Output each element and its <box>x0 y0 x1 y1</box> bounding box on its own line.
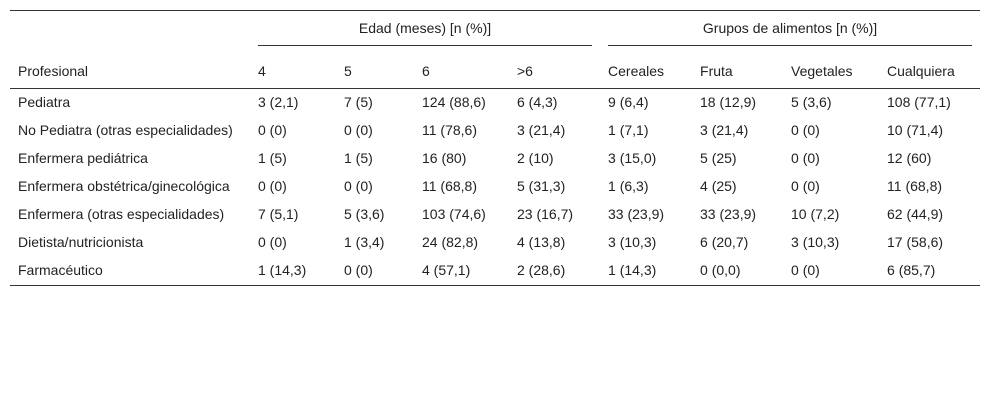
cell: 3 (10,3) <box>608 234 657 250</box>
cell: 5 (25) <box>700 150 737 166</box>
cell: 33 (23,9) <box>608 206 665 222</box>
cell: 0 (0) <box>791 178 820 194</box>
table-row: Enfermera obstétrica/ginecológica 0 (0) 0 … <box>10 173 980 201</box>
table-row: Farmacéutico 1 (14,3) 0 (0) 4 (57,1) 2 (28,6… <box>10 257 980 286</box>
cell: 0 (0) <box>791 122 820 138</box>
cell: 10 (71,4) <box>887 122 944 138</box>
table-row: Enfermera pediátrica 1 (5) 1 (5) 16 (80) 2 (… <box>10 145 980 173</box>
table-body: Pediatra 3 (2,1) 7 (5) 124 (88,6) 6 (4,3) 9 (… <box>10 89 980 286</box>
column-header: Vegetales <box>783 50 880 89</box>
column-header: 4 <box>250 50 336 89</box>
row-label: Enfermera obstétrica/ginecológica <box>18 178 230 194</box>
cell: 62 (44,9) <box>887 206 944 222</box>
cell: 0 (0) <box>791 262 820 278</box>
blank <box>10 11 250 51</box>
table-row: No Pediatra (otras especialidades) 0 (0) 0… <box>10 117 980 145</box>
cell: 108 (77,1) <box>887 94 951 110</box>
cell: 11 (68,8) <box>422 178 477 194</box>
cell: 6 (85,7) <box>887 262 936 278</box>
cell: 1 (14,3) <box>608 262 657 278</box>
cell: 6 (4,3) <box>517 94 558 110</box>
table-row: Pediatra 3 (2,1) 7 (5) 124 (88,6) 6 (4,3) 9 (… <box>10 89 980 118</box>
cell: 0 (0) <box>791 150 820 166</box>
cell: 1 (14,3) <box>258 262 307 278</box>
cell: 2 (10) <box>517 150 554 166</box>
cell: 4 (13,8) <box>517 234 566 250</box>
cell: 3 (21,4) <box>517 122 566 138</box>
table-row: Enfermera (otras especialidades) 7 (5,1) 5… <box>10 201 980 229</box>
cell: 0 (0) <box>258 122 287 138</box>
cell: 0 (0) <box>258 234 287 250</box>
group-label: Edad (meses) [n (%)] <box>258 17 593 46</box>
row-label: Dietista/nutricionista <box>18 234 144 250</box>
cell: 5 (3,6) <box>344 206 385 222</box>
cell: 17 (58,6) <box>887 234 944 250</box>
data-table: Edad (meses) [n (%)] Grupos de alimentos… <box>10 10 981 286</box>
cell: 6 (20,7) <box>700 234 749 250</box>
cell: 3 (10,3) <box>791 234 840 250</box>
group-header: Grupos de alimentos [n (%)] <box>600 11 980 51</box>
column-header: Cereales <box>600 50 693 89</box>
cell: 3 (2,1) <box>258 94 299 110</box>
table-row: Dietista/nutricionista 0 (0) 1 (3,4) 24 (82… <box>10 229 980 257</box>
cell: 9 (6,4) <box>608 94 649 110</box>
cell: 103 (74,6) <box>422 206 486 222</box>
cell: 3 (15,0) <box>608 150 657 166</box>
cell: 0 (0) <box>344 262 373 278</box>
cell: 0 (0) <box>258 178 287 194</box>
row-label: Enfermera pediátrica <box>18 150 148 166</box>
cell: 4 (57,1) <box>422 262 471 278</box>
cell: 1 (5) <box>344 150 373 166</box>
cell: 3 (21,4) <box>700 122 749 138</box>
cell: 10 (7,2) <box>791 206 840 222</box>
group-label: Grupos de alimentos [n (%)] <box>608 17 973 46</box>
cell: 11 (68,8) <box>887 178 943 194</box>
column-header: 6 <box>414 50 509 89</box>
row-label: Enfermera (otras especialidades) <box>18 206 225 222</box>
cell: 0 (0) <box>344 178 373 194</box>
column-header: Cualquiera <box>879 50 981 89</box>
cell: 2 (28,6) <box>517 262 566 278</box>
cell: 5 (31,3) <box>517 178 566 194</box>
column-header: >6 <box>509 50 601 89</box>
cell: 1 (5) <box>258 150 287 166</box>
cell: 0 (0) <box>344 122 373 138</box>
cell: 5 (3,6) <box>791 94 832 110</box>
cell: 23 (16,7) <box>517 206 574 222</box>
row-label: Pediatra <box>18 94 71 110</box>
cell: 1 (6,3) <box>608 178 649 194</box>
group-row: Edad (meses) [n (%)] Grupos de alimentos… <box>10 11 980 51</box>
cell: 12 (60) <box>887 150 932 166</box>
cell: 7 (5,1) <box>258 206 299 222</box>
column-row: Profesional 4 5 6 >6 Cereales Fruta Vegetales C… <box>10 50 981 89</box>
cell: 7 (5) <box>344 94 373 110</box>
cell: 33 (23,9) <box>700 206 757 222</box>
column-header: 5 <box>336 50 414 89</box>
column-header: Fruta <box>692 50 784 89</box>
cell: 0 (0,0) <box>700 262 741 278</box>
cell: 24 (82,8) <box>422 234 479 250</box>
row-label: No Pediatra (otras especialidades) <box>18 122 233 138</box>
group-header: Edad (meses) [n (%)] <box>250 11 600 51</box>
row-label: Farmacéutico <box>18 262 103 278</box>
cell: 18 (12,9) <box>700 94 757 110</box>
cell: 11 (78,6) <box>422 122 477 138</box>
cell: 1 (3,4) <box>344 234 385 250</box>
cell: 4 (25) <box>700 178 737 194</box>
cell: 16 (80) <box>422 150 467 166</box>
cell: 1 (7,1) <box>608 122 649 138</box>
stub-header: Profesional <box>10 50 250 89</box>
cell: 124 (88,6) <box>422 94 486 110</box>
